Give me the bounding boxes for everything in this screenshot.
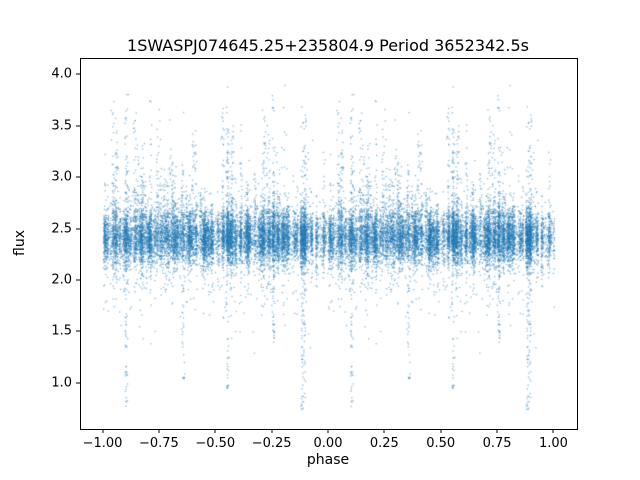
y-tick-label: 2.0 — [51, 272, 72, 288]
y-tick-mark — [76, 176, 80, 178]
y-tick-mark — [76, 125, 80, 127]
x-tick-label: −0.50 — [195, 436, 236, 451]
y-tick-label: 1.0 — [51, 375, 72, 391]
plot-area — [80, 58, 578, 430]
y-tick-mark — [76, 279, 80, 281]
x-tick-label: 0.75 — [482, 436, 512, 451]
y-tick-label: 2.5 — [51, 221, 72, 237]
x-tick-mark — [552, 429, 554, 433]
y-tick-mark — [76, 228, 80, 230]
x-tick-mark — [383, 429, 385, 433]
y-tick-mark — [76, 330, 80, 332]
x-tick-mark — [102, 429, 104, 433]
x-tick-label: 0.50 — [426, 436, 456, 451]
x-tick-mark — [496, 429, 498, 433]
x-tick-label: 0.00 — [313, 436, 343, 451]
chart-title: 1SWASPJ074645.25+235804.9 Period 3652342… — [127, 36, 529, 55]
x-tick-mark — [440, 429, 442, 433]
y-tick-mark — [76, 73, 80, 75]
y-tick-label: 3.5 — [51, 118, 72, 134]
x-tick-mark — [271, 429, 273, 433]
x-tick-label: −0.25 — [251, 436, 292, 451]
x-tick-label: 0.25 — [369, 436, 399, 451]
y-axis-label: flux — [12, 230, 28, 256]
x-tick-label: −0.75 — [138, 436, 179, 451]
x-axis-label: phase — [306, 452, 350, 468]
x-tick-label: 1.00 — [538, 436, 568, 451]
x-tick-mark — [158, 429, 160, 433]
y-tick-label: 4.0 — [51, 66, 72, 82]
scatter-points — [81, 59, 577, 429]
x-tick-mark — [327, 429, 329, 433]
x-tick-mark — [214, 429, 216, 433]
y-tick-label: 1.5 — [51, 323, 72, 339]
x-tick-label: −1.00 — [82, 436, 123, 451]
y-tick-label: 3.0 — [51, 169, 72, 185]
y-tick-mark — [76, 382, 80, 384]
